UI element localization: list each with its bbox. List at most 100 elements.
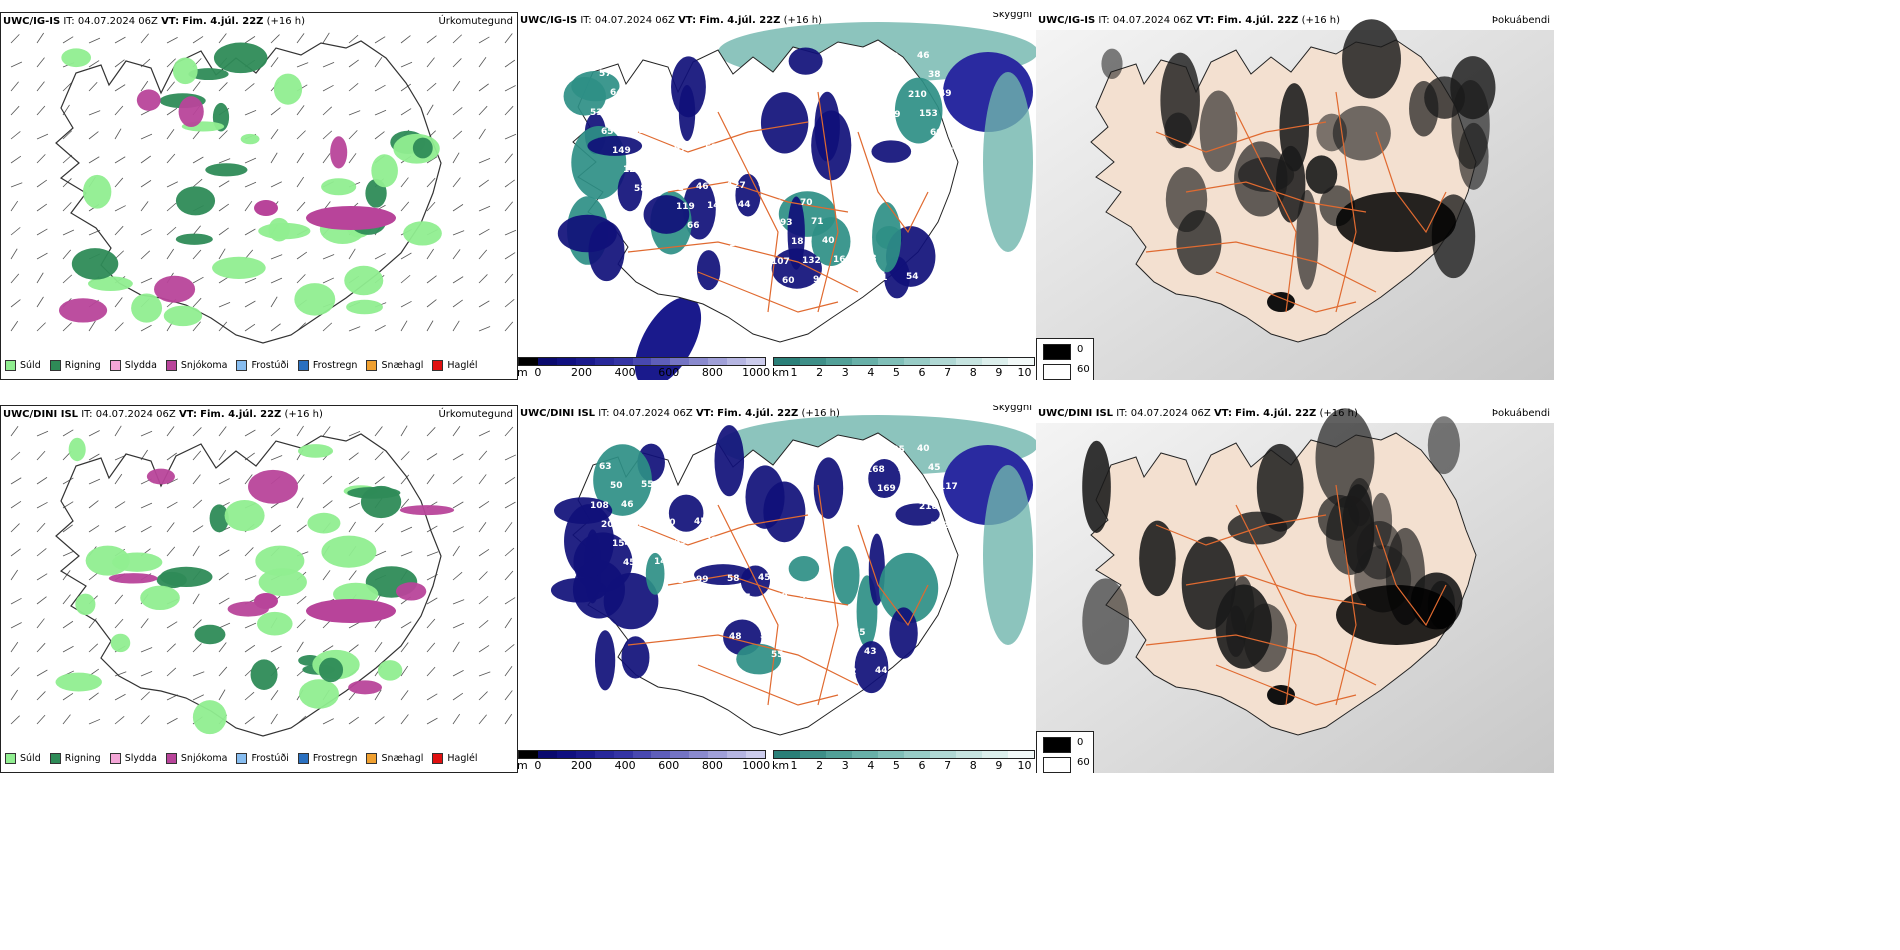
wind-barb xyxy=(36,154,46,164)
ceiling-value-label: 66 xyxy=(687,221,700,231)
wind-barb xyxy=(452,453,464,461)
wind-barb xyxy=(478,326,491,332)
wind-barb xyxy=(374,84,386,92)
wind-barb xyxy=(400,551,413,557)
legend-item: Frostregn xyxy=(297,360,357,371)
wind-barb xyxy=(478,671,491,677)
ceiling-value-label: 58 xyxy=(643,145,656,155)
wind-barb xyxy=(504,644,515,653)
panel-header: UWC/DINI ISL IT: 04.07.2024 06Z VT: Fim.… xyxy=(3,409,323,420)
wind-barb xyxy=(166,643,176,653)
wind-barb xyxy=(452,713,461,725)
wind-barb xyxy=(114,156,126,164)
wind-barb xyxy=(140,250,151,260)
ceiling-colorbar-ticks: 0 200 400 600 800 1000 xyxy=(518,366,770,379)
wind-barb xyxy=(296,619,306,629)
wind-barb xyxy=(296,201,306,212)
wind-barb xyxy=(140,133,153,140)
wind-barb xyxy=(166,546,176,557)
wind-barb xyxy=(452,230,465,236)
wind-barb xyxy=(62,570,71,581)
wind-barb xyxy=(478,105,488,116)
legend-item: Frostúði xyxy=(236,360,289,371)
fog-area xyxy=(1082,440,1111,533)
wind-barb xyxy=(426,642,436,653)
wind-barb xyxy=(10,641,19,653)
wind-barb xyxy=(36,296,44,308)
ceiling-area xyxy=(643,195,690,234)
precip-area xyxy=(68,437,86,462)
wind-barb xyxy=(322,153,331,164)
ceiling-value-label: 38 xyxy=(705,536,718,546)
wind-barb xyxy=(88,37,101,44)
wind-barb xyxy=(244,644,256,653)
precip-area xyxy=(268,217,290,242)
wind-barb xyxy=(452,545,460,557)
ceiling-value-label: 132 xyxy=(802,256,821,266)
visibility-colorbar-strip xyxy=(773,357,1035,366)
wind-barb xyxy=(166,107,178,116)
wind-barb xyxy=(88,643,99,653)
lead-time: (+16 h) xyxy=(266,16,306,27)
wind-barb xyxy=(452,58,462,68)
fog-area xyxy=(1336,192,1456,252)
legend-label: Frostúði xyxy=(251,360,289,371)
ceiling-area xyxy=(868,459,901,499)
colorbar-segment xyxy=(519,751,538,758)
ceiling-area xyxy=(736,643,782,675)
ceiling-value-label: 45 xyxy=(758,573,771,583)
wind-barb xyxy=(62,229,75,236)
wind-barb xyxy=(10,273,20,284)
wind-barb xyxy=(36,57,45,68)
wind-barb xyxy=(88,110,101,116)
colorbar-segment xyxy=(708,751,728,758)
colorbar-segment xyxy=(613,751,633,758)
ceiling-value-label: 55 xyxy=(641,480,654,490)
colorbar-segment xyxy=(670,751,690,758)
colorbar-segment xyxy=(651,358,671,365)
wind-barb xyxy=(296,176,305,188)
wind-barb xyxy=(10,667,20,677)
wind-barb xyxy=(270,129,279,140)
wind-barb xyxy=(62,82,72,92)
wind-barb xyxy=(478,548,490,557)
ceiling-value-label: 55 xyxy=(771,650,784,660)
wind-barb xyxy=(114,693,126,701)
ceiling-value-label: 48 xyxy=(864,254,877,264)
wind-barb xyxy=(114,225,124,236)
precip-area xyxy=(82,174,112,209)
valid-time: Fim. 4.júl. 22Z xyxy=(717,408,799,419)
fog-map xyxy=(1036,408,1554,773)
ceiling-value-label: 185 xyxy=(718,613,737,623)
ceiling-value-label: 93 xyxy=(780,218,793,228)
ceiling-value-label: 73 xyxy=(747,554,760,564)
wind-barb xyxy=(10,61,23,68)
wind-barb xyxy=(88,81,98,92)
wind-barb xyxy=(36,596,47,605)
colorbar-tick-label: 10 xyxy=(1017,759,1032,772)
road-line xyxy=(1235,504,1297,706)
precip-area xyxy=(61,48,92,68)
colorbar-segment xyxy=(800,358,826,365)
ceiling-value-label: 60 xyxy=(930,128,943,138)
ceiling-value-label: 64 xyxy=(610,88,623,98)
ceiling-area xyxy=(814,91,840,162)
wind-barb xyxy=(114,525,126,533)
precip-map xyxy=(10,32,517,344)
wind-barb xyxy=(88,500,99,509)
colorbar-segment xyxy=(930,751,956,758)
wind-barb xyxy=(218,248,226,260)
panel-title: Úrkomutegund xyxy=(438,16,513,27)
ceiling-area xyxy=(617,170,643,212)
wind-barb xyxy=(504,522,513,533)
valid-time: Fim. 4.júl. 22Z xyxy=(1235,408,1317,419)
legend-label: Snæhagl xyxy=(381,360,424,371)
colorbar-tick-label: 2 xyxy=(816,366,824,379)
wind-barb xyxy=(400,621,412,629)
colorbar-tick-label: 10 xyxy=(1017,366,1032,379)
wind-barb xyxy=(114,105,124,116)
wind-barb xyxy=(140,691,150,701)
ceiling-area xyxy=(895,503,940,526)
wind-barb xyxy=(322,62,335,68)
wind-barb xyxy=(400,83,412,92)
